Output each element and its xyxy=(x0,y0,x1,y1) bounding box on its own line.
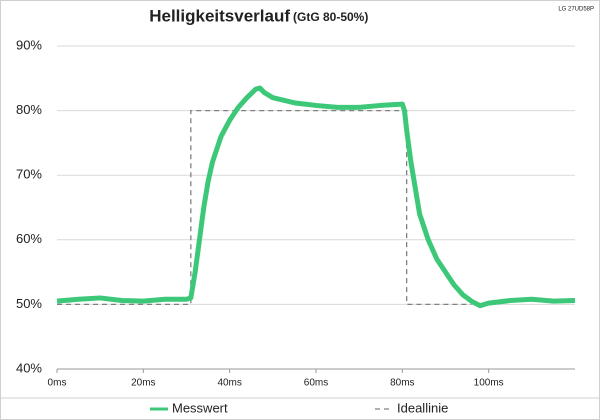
series-line xyxy=(56,85,576,309)
series-line xyxy=(57,109,472,306)
y-tick-label: 70% xyxy=(16,167,42,182)
y-tick-label: 90% xyxy=(16,37,42,52)
x-tick-label: 20ms xyxy=(131,378,155,389)
x-tick-label: 0ms xyxy=(48,378,67,389)
x-tick-label: 80ms xyxy=(390,378,414,389)
y-tick-label: 50% xyxy=(16,296,42,311)
legend-label: Ideallinie xyxy=(397,400,448,415)
model-label: LG 27UD58P xyxy=(558,7,594,13)
chart-subtitle: (GtG 80-50%) xyxy=(293,10,368,24)
x-tick-label: 40ms xyxy=(217,378,241,389)
y-tick-label: 60% xyxy=(16,231,42,246)
y-tick-label: 40% xyxy=(16,360,42,375)
y-tick-label: 80% xyxy=(16,102,42,117)
x-tick-label: 60ms xyxy=(304,378,328,389)
chart-title: Helligkeitsverlauf xyxy=(149,6,290,25)
legend-label: Messwert xyxy=(172,400,228,415)
x-tick-label: 100ms xyxy=(474,378,504,389)
